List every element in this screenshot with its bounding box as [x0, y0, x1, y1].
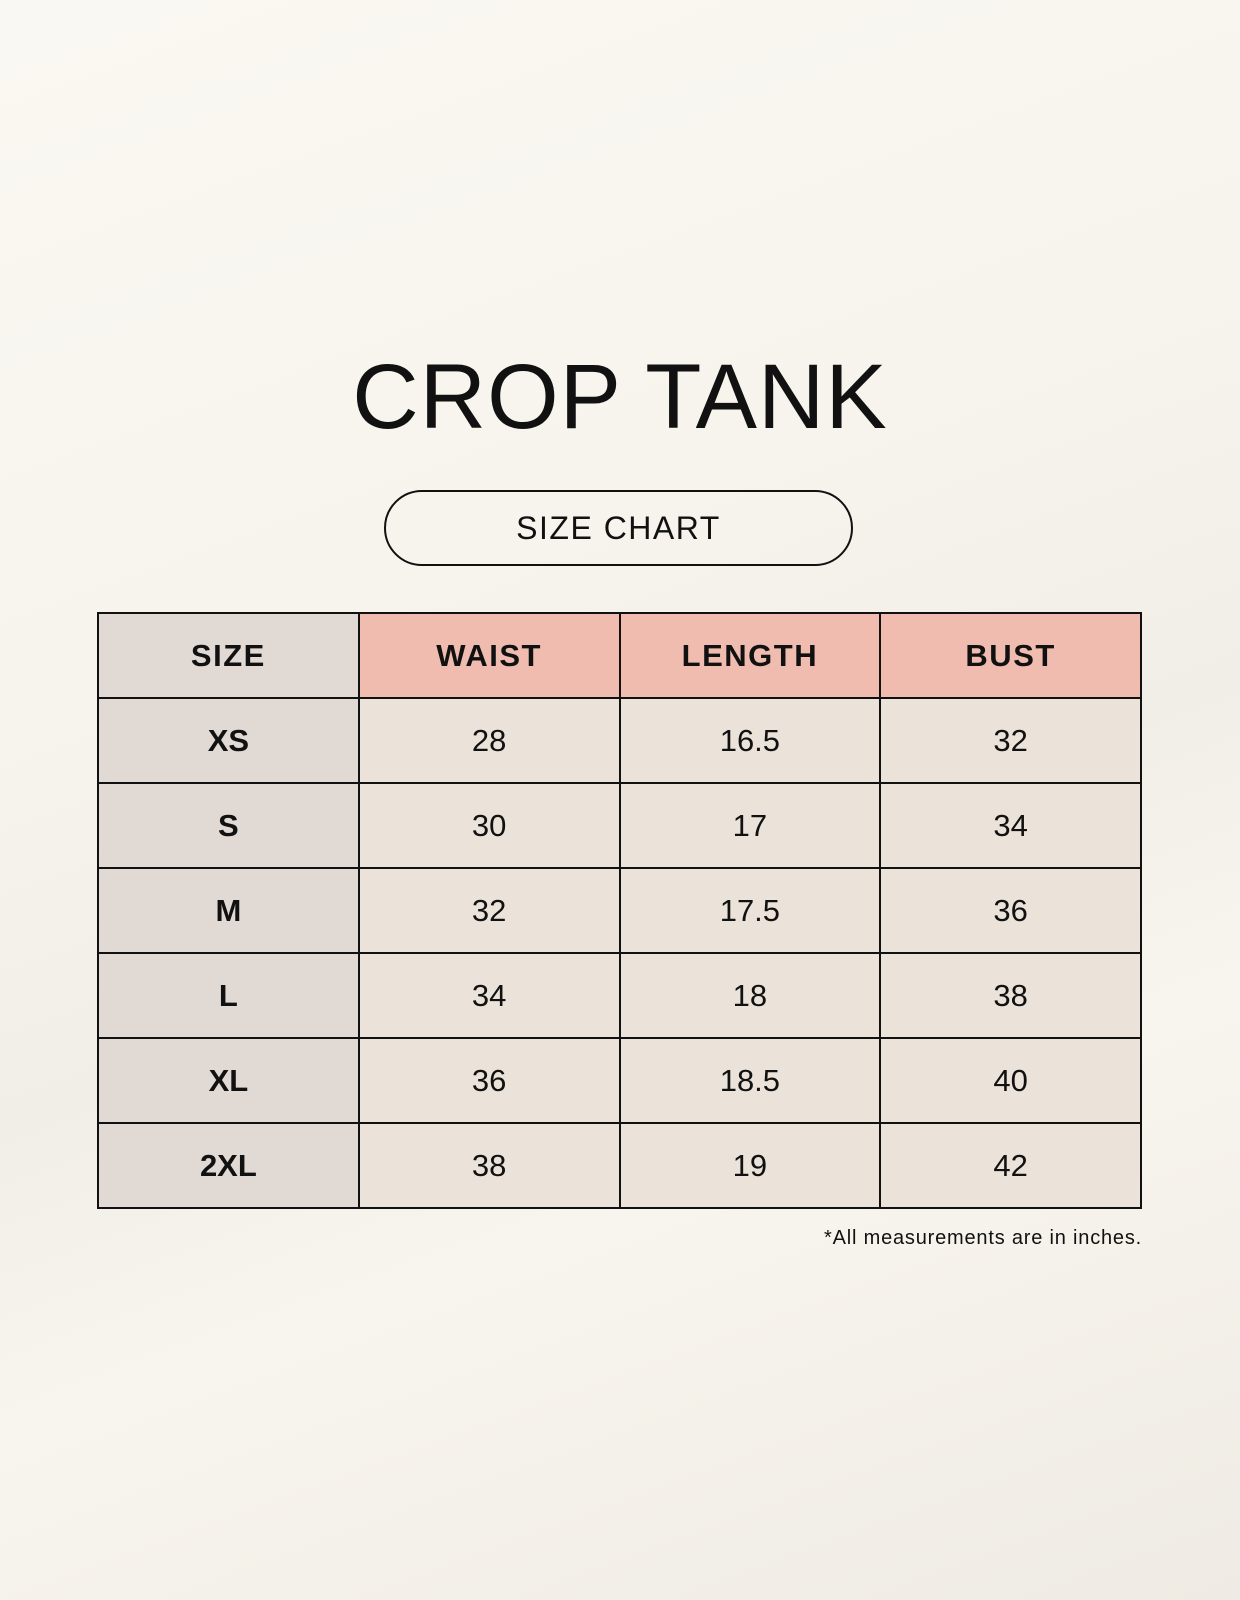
cell-bust: 34 [879, 782, 1142, 869]
cell-length: 18.5 [618, 1037, 882, 1124]
header-waist: WAIST [357, 612, 621, 699]
page-title: CROP TANK [352, 346, 888, 448]
cell-size: XL [97, 1037, 360, 1124]
cell-bust: 42 [879, 1122, 1142, 1209]
size-chart-badge: SIZE CHART [384, 490, 853, 566]
cell-length: 19 [618, 1122, 882, 1209]
cell-size: L [97, 952, 360, 1039]
cell-size: S [97, 782, 360, 869]
table-header-row: SIZE WAIST LENGTH BUST [97, 612, 1142, 699]
cell-length: 17 [618, 782, 882, 869]
cell-waist: 38 [357, 1122, 621, 1209]
cell-size: M [97, 867, 360, 954]
cell-length: 17.5 [618, 867, 882, 954]
cell-waist: 36 [357, 1037, 621, 1124]
table-row: L 34 18 38 [97, 952, 1142, 1039]
cell-waist: 30 [357, 782, 621, 869]
cell-size: XS [97, 697, 360, 784]
cell-length: 16.5 [618, 697, 882, 784]
cell-bust: 40 [879, 1037, 1142, 1124]
cell-bust: 32 [879, 697, 1142, 784]
table-row: XS 28 16.5 32 [97, 697, 1142, 784]
size-table: SIZE WAIST LENGTH BUST XS 28 16.5 32 S 30 17 34… [97, 612, 1142, 1209]
cell-bust: 38 [879, 952, 1142, 1039]
header-size: SIZE [97, 612, 360, 699]
table-row: M 32 17.5 36 [97, 867, 1142, 954]
footnote: *All measurements are in inches. [824, 1227, 1142, 1249]
cell-waist: 28 [357, 697, 621, 784]
table-row: 2XL 38 19 42 [97, 1122, 1142, 1209]
cell-waist: 34 [357, 952, 621, 1039]
header-length: LENGTH [618, 612, 882, 699]
cell-bust: 36 [879, 867, 1142, 954]
size-chart-label: SIZE CHART [516, 509, 721, 546]
table-row: S 30 17 34 [97, 782, 1142, 869]
table-row: XL 36 18.5 40 [97, 1037, 1142, 1124]
cell-size: 2XL [97, 1122, 360, 1209]
cell-length: 18 [618, 952, 882, 1039]
header-bust: BUST [879, 612, 1142, 699]
cell-waist: 32 [357, 867, 621, 954]
